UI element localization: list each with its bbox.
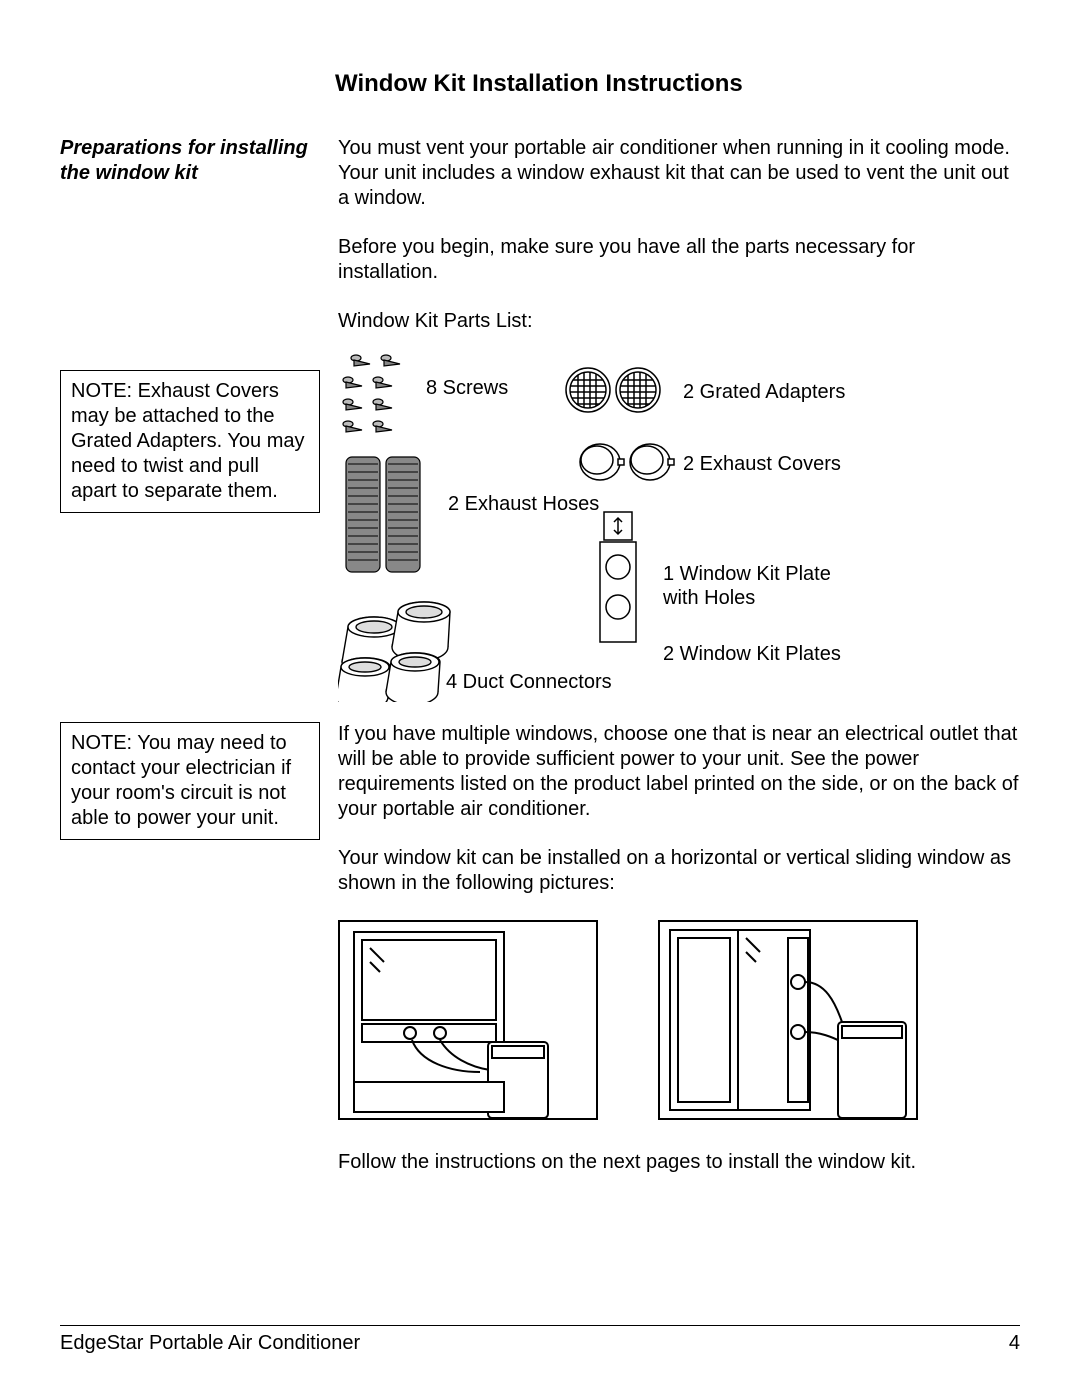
section-subhead: Preparations for installing the window k… <box>60 136 320 186</box>
parts-area: NOTE: Exhaust Covers may be attached to … <box>60 352 1020 702</box>
label-plates: 2 Window Kit Plates <box>663 642 841 666</box>
para-1: You must vent your portable air conditio… <box>338 136 1020 211</box>
label-covers: 2 Exhaust Covers <box>683 452 841 476</box>
fig-horizontal-window <box>338 920 598 1120</box>
label-adapters: 2 Grated Adapters <box>683 380 845 404</box>
electrical-row: NOTE: You may need to contact your elect… <box>60 722 1020 1199</box>
label-screws: 8 Screws <box>426 376 508 400</box>
label-plate-holes: 1 Window Kit Plate with Holes <box>663 562 863 610</box>
fig-vertical-window <box>658 920 918 1120</box>
label-connectors: 4 Duct Connectors <box>446 670 612 694</box>
page-footer: EdgeStar Portable Air Conditioner 4 <box>60 1325 1020 1355</box>
page-title: Window Kit Installation Instructions <box>335 70 1020 98</box>
window-figures <box>338 920 1020 1120</box>
intro-row: Preparations for installing the window k… <box>60 136 1020 344</box>
label-hoses: 2 Exhaust Hoses <box>448 492 599 516</box>
note-exhaust-covers: NOTE: Exhaust Covers may be attached to … <box>60 370 320 513</box>
para-5: Your window kit can be installed on a ho… <box>338 846 1020 896</box>
para-4: If you have multiple windows, choose one… <box>338 722 1020 822</box>
footer-page-number: 4 <box>1009 1332 1020 1355</box>
para-2: Before you begin, make sure you have all… <box>338 235 1020 285</box>
footer-product-name: EdgeStar Portable Air Conditioner <box>60 1332 360 1355</box>
note-electrician: NOTE: You may need to contact your elect… <box>60 722 320 840</box>
para-6: Follow the instructions on the next page… <box>338 1150 1020 1175</box>
parts-diagram: 8 Screws 2 Grated Adapters 2 Exhaust Cov… <box>338 352 1020 702</box>
parts-list-heading: Window Kit Parts List: <box>338 309 1020 334</box>
